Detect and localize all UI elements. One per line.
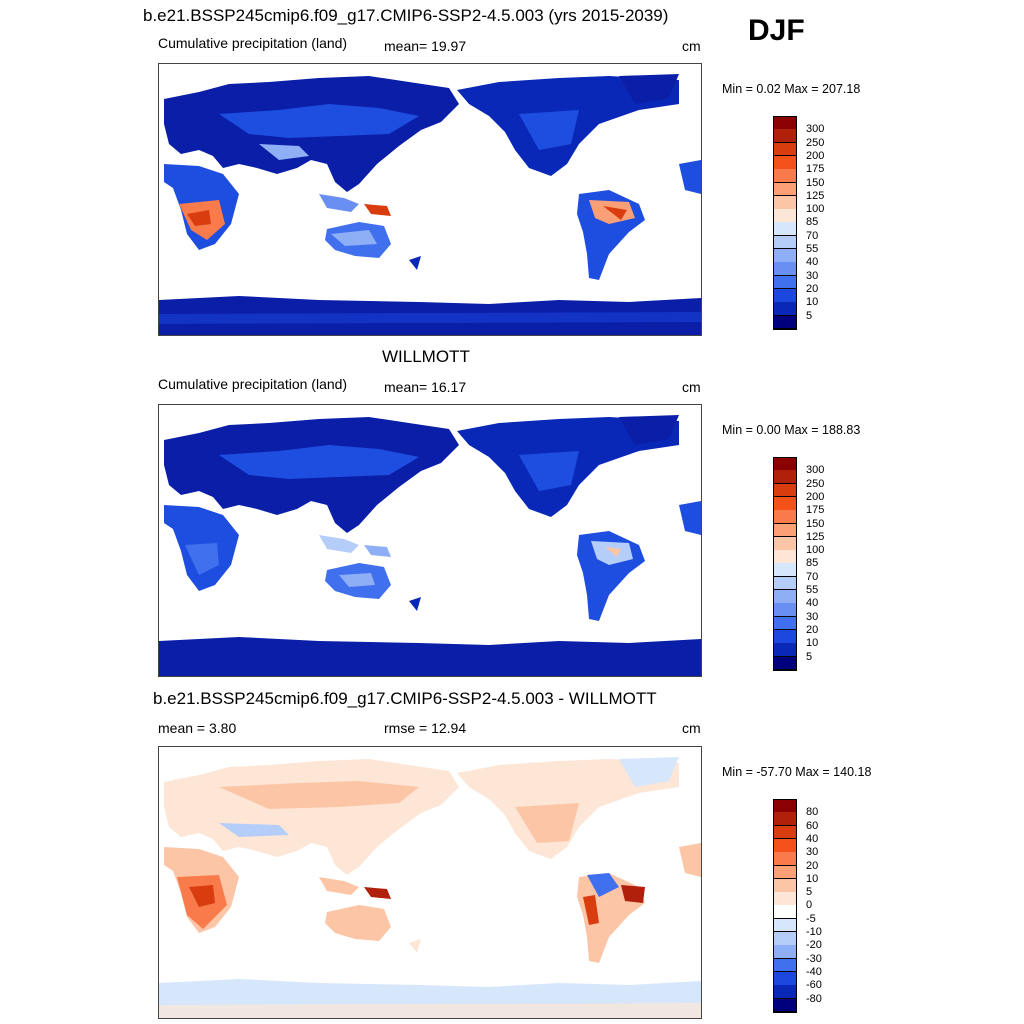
panel1-title: b.e21.BSSP245cmip6.f09_g17.CMIP6-SSP2-4.… <box>143 6 669 25</box>
colorbar-tick-label: 150 <box>806 176 825 189</box>
colorbar-tick-label: -5 <box>806 912 816 925</box>
colorbar-tick-label: 100 <box>806 544 825 557</box>
panel3-map-svg <box>159 757 701 1018</box>
panel2-units: cm <box>682 379 701 395</box>
colorbar-tick-label: 300 <box>806 464 825 477</box>
colorbar-tick-label: 40 <box>806 832 819 845</box>
colorbar-tick-label: 200 <box>806 149 825 162</box>
colorbar-tick-label: 30 <box>806 269 819 282</box>
colorbar-frame <box>773 116 797 330</box>
panel1-minmax: Min = 0.02 Max = 207.18 <box>722 82 861 96</box>
colorbar-tick-label: 20 <box>806 623 819 636</box>
colorbar-tick-label: 60 <box>806 819 819 832</box>
colorbar-tick-label: 250 <box>806 477 825 490</box>
panel2-map-svg <box>159 415 701 676</box>
season-label: DJF <box>748 14 805 47</box>
colorbar-tick-label: 55 <box>806 584 819 596</box>
colorbar-tick-label: 20 <box>806 282 819 295</box>
colorbar-tick-label: 30 <box>806 846 819 859</box>
panel2-title: WILLMOTT <box>382 347 470 366</box>
colorbar-tick-label: 200 <box>806 490 825 503</box>
colorbar-tick-label: 80 <box>806 806 819 819</box>
panel1-mean-label: mean= 19.97 <box>384 38 467 54</box>
colorbar-tick-label: 10 <box>806 872 819 885</box>
colorbar-tick-label: -80 <box>806 992 822 1005</box>
colorbar-tick-label: 40 <box>806 597 819 610</box>
panel3-title: b.e21.BSSP245cmip6.f09_g17.CMIP6-SSP2-4.… <box>153 689 657 708</box>
colorbar-tick-label: 125 <box>806 530 825 543</box>
panel2-variable-label: Cumulative precipitation (land) <box>158 376 348 392</box>
colorbar-tick-label: 0 <box>806 899 813 912</box>
colorbar-tick-label: -40 <box>806 965 822 978</box>
panel3-units: cm <box>682 720 701 736</box>
colorbar-tick-label: 10 <box>806 637 819 650</box>
panel2-minmax: Min = 0.00 Max = 188.83 <box>722 423 861 437</box>
colorbar-tick-label: 85 <box>806 216 819 229</box>
panel3-map <box>158 746 702 1019</box>
colorbar-tick-label: 5 <box>806 309 813 322</box>
colorbar-tick-label: 85 <box>806 557 819 570</box>
colorbar-frame <box>773 799 797 1013</box>
colorbar-tick-label: 55 <box>806 243 819 255</box>
colorbar-tick-label: 125 <box>806 189 825 202</box>
colorbar-tick-label: -20 <box>806 939 822 952</box>
colorbar-tick-label: 150 <box>806 517 825 530</box>
colorbar-tick-label: 70 <box>806 229 819 242</box>
panel1-map-svg <box>159 74 701 335</box>
panel3-minmax: Min = -57.70 Max = 140.18 <box>722 765 872 779</box>
panel1-variable-label: Cumulative precipitation (land) <box>158 35 348 51</box>
colorbar-tick-label: 100 <box>806 203 825 216</box>
panel3-rmse-label: rmse = 12.94 <box>384 720 467 736</box>
colorbar-tick-label: -30 <box>806 952 822 965</box>
colorbar-tick-label: 175 <box>806 504 825 517</box>
colorbar-tick-label: 20 <box>806 859 819 872</box>
colorbar-tick-label: 10 <box>806 296 819 309</box>
panel1-map <box>158 63 702 336</box>
colorbar-tick-label: -10 <box>806 926 822 938</box>
panel2-mean-label: mean= 16.17 <box>384 379 467 395</box>
colorbar-tick-label: 70 <box>806 570 819 583</box>
colorbar-tick-label: 300 <box>806 123 825 136</box>
colorbar-tick-label: 30 <box>806 610 819 623</box>
colorbar-tick-label: 40 <box>806 256 819 269</box>
colorbar-tick-label: 175 <box>806 163 825 176</box>
colorbar-frame <box>773 457 797 671</box>
panel1-units: cm <box>682 38 701 54</box>
panel3-mean-label: mean = 3.80 <box>158 720 237 736</box>
colorbar-tick-label: -60 <box>806 979 822 992</box>
colorbar-tick-label: 250 <box>806 136 825 149</box>
colorbar-tick-label: 5 <box>806 650 813 663</box>
colorbar-tick-label: 5 <box>806 886 813 899</box>
panel2-map <box>158 404 702 677</box>
